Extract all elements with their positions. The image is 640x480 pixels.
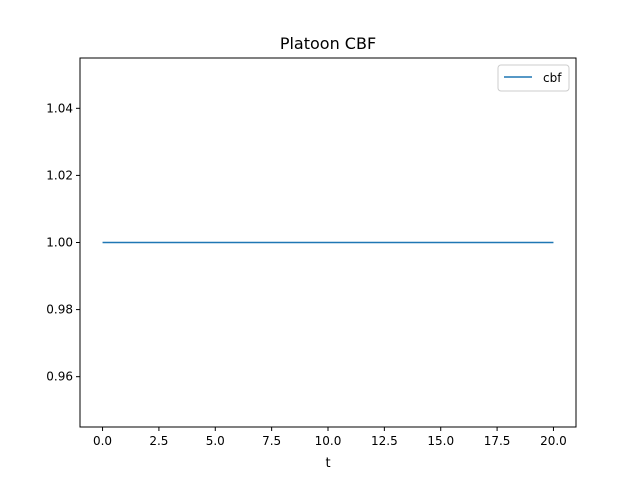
x-tick-label: 5.0: [206, 434, 225, 448]
x-tick-label: 10.0: [315, 434, 342, 448]
x-tick-label: 2.5: [149, 434, 168, 448]
y-tick-label: 1.02: [46, 168, 73, 182]
plot-frame: [79, 57, 577, 428]
legend: cbf: [497, 64, 570, 92]
chart-title: Platoon CBF: [280, 34, 376, 53]
x-axis-label: t: [325, 456, 330, 471]
x-tick-label: 7.5: [262, 434, 281, 448]
x-tick-label: 15.0: [427, 434, 454, 448]
legend-box: [497, 64, 570, 92]
x-tick-label: 20.0: [540, 434, 567, 448]
x-tick-label: 17.5: [484, 434, 511, 448]
y-tick-label: 1.04: [46, 101, 73, 115]
y-tick-label: 0.96: [46, 370, 73, 384]
x-tick-label: 0.0: [93, 434, 112, 448]
x-axis-ticks: 0.0 2.5 5.0 7.5 10.0 12.5 15.0 17.5 20.0: [93, 427, 567, 448]
y-tick-label: 0.98: [46, 303, 73, 317]
x-tick-label: 12.5: [371, 434, 398, 448]
y-axis-ticks: 0.96 0.98 1.00 1.02 1.04: [46, 101, 80, 384]
legend-label-cbf: cbf: [543, 71, 562, 85]
y-tick-label: 1.00: [46, 236, 73, 250]
